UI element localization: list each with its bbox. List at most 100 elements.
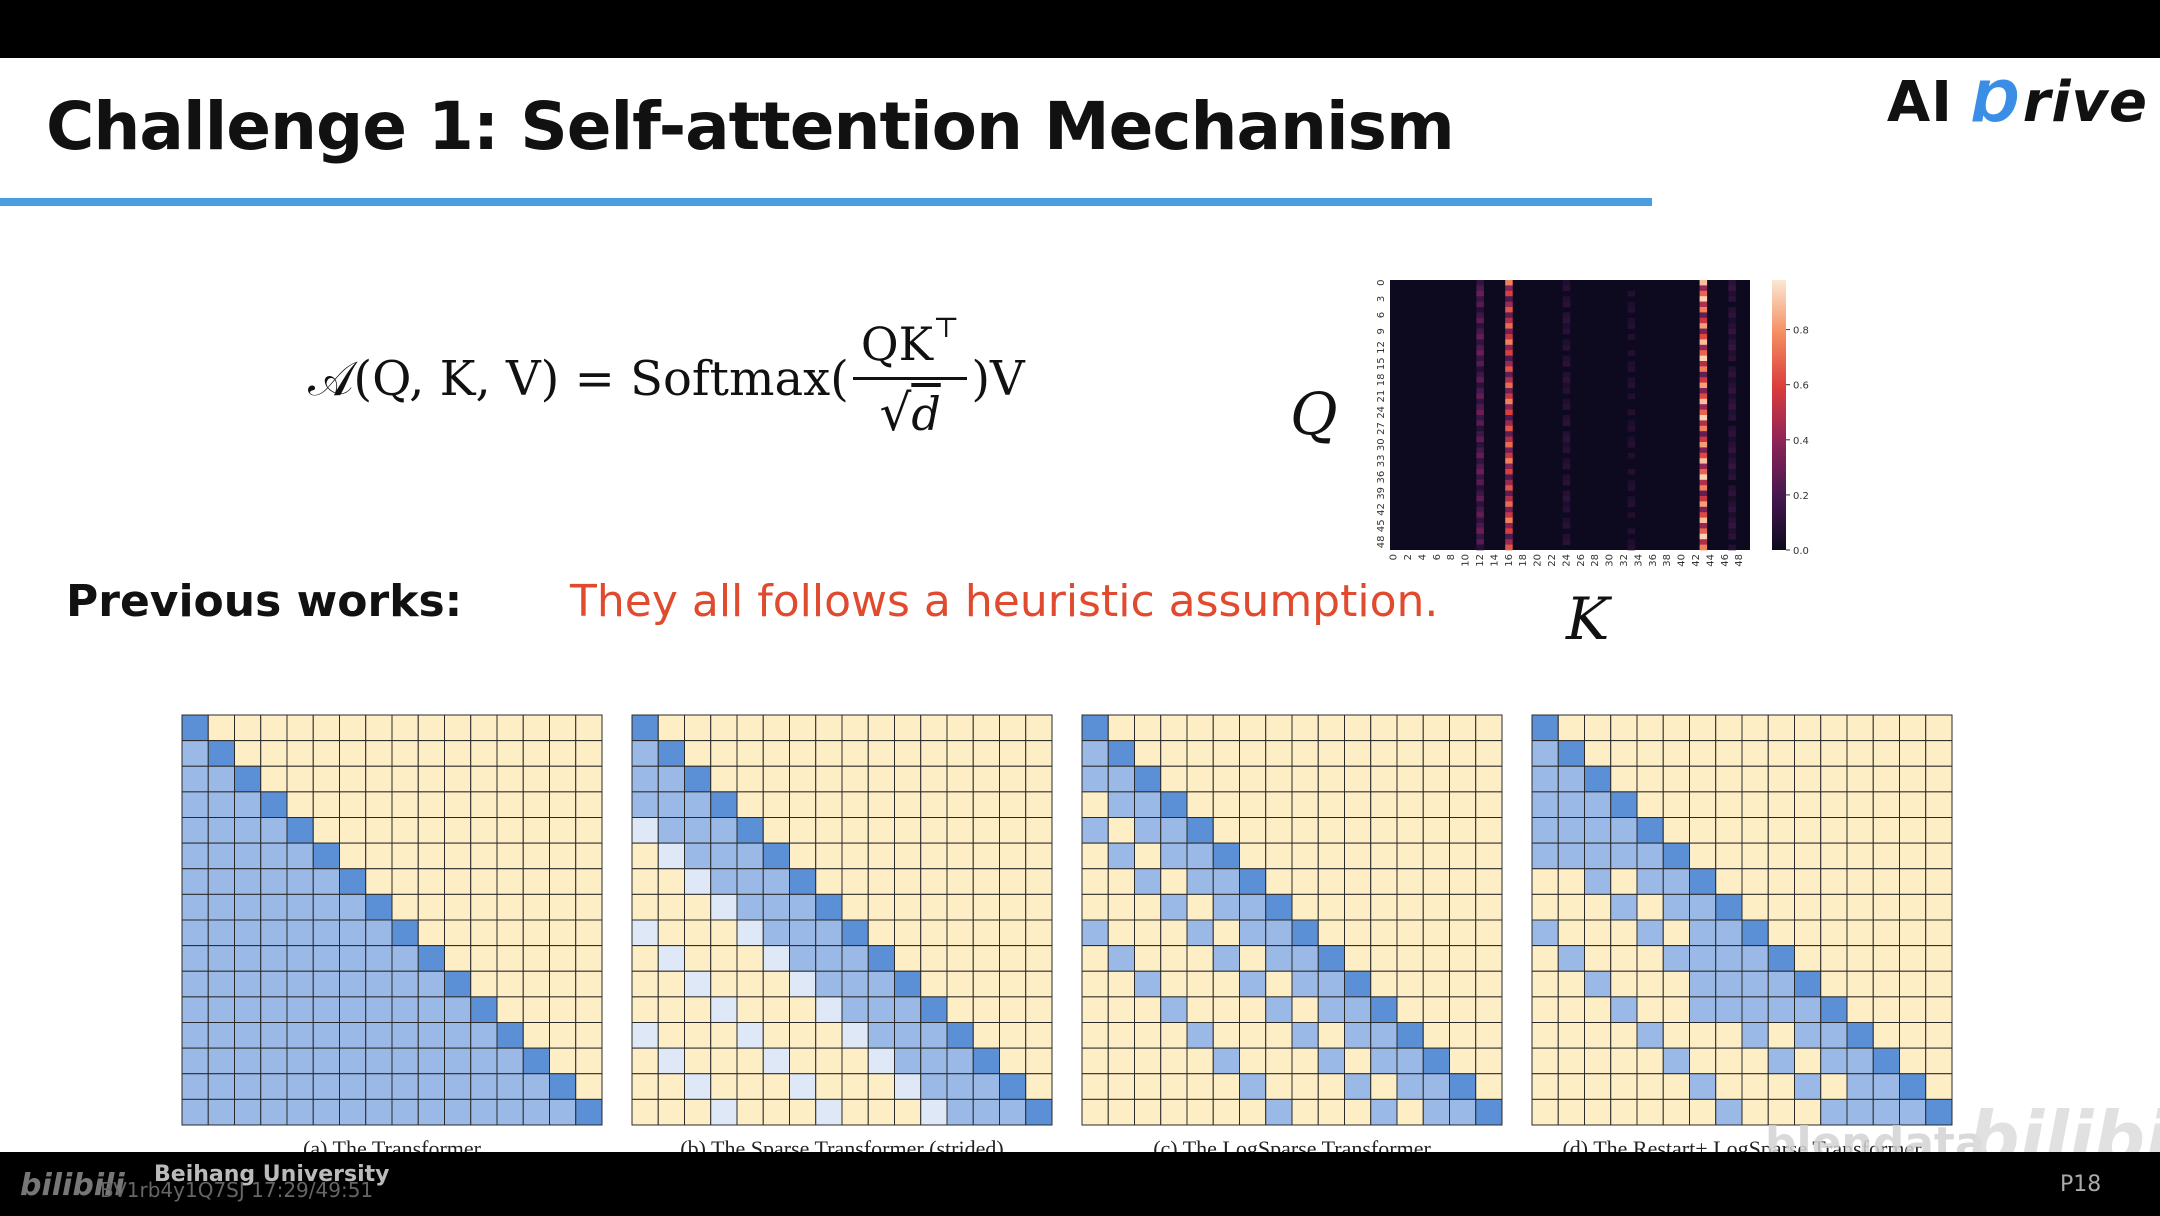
heatmap-cell [1476,290,1484,297]
attention-cell [575,919,603,947]
attention-cell [522,893,550,921]
attention-cell [312,1098,340,1126]
heatmap-cell [1476,398,1484,405]
attention-cell [657,970,685,998]
attention-cell [575,1022,603,1049]
attention-cell [444,817,472,844]
heatmap-cell [1505,415,1513,421]
attention-cell [1557,868,1585,895]
attention-cell [789,970,817,998]
attention-cell [312,817,340,844]
attention-cell [657,817,685,844]
attention-cell [1370,893,1398,921]
attention-cell [1239,919,1267,947]
heatmap-cell [1476,431,1484,437]
attention-cell [1846,1022,1874,1049]
attention-cell [841,791,869,818]
heatmap-cell [1505,528,1513,535]
attention-cell [999,1073,1027,1100]
attention-cell [1265,919,1293,947]
heatmap-cell [1505,285,1513,292]
attention-cell [1449,945,1477,972]
attention-cell [444,868,472,895]
attention-cell [1794,765,1822,793]
attention-cell [1872,791,1900,818]
attention-cell [417,945,445,972]
attention-cell [1741,1073,1769,1100]
attention-cell [1794,714,1822,742]
attention-cell [762,714,790,742]
attention-cell [312,1022,340,1049]
attention-cell [1715,868,1743,895]
heatmap-cell [1699,366,1708,373]
attention-cell [234,945,262,972]
attention-cell [789,893,817,921]
attention-cell [260,893,288,921]
heatmap-cell [1562,323,1571,329]
attention-cell [841,817,869,844]
attention-cell [496,893,524,921]
attention-cell [1715,1022,1743,1049]
attention-cell [789,791,817,818]
attention-cell [1186,868,1214,895]
attention-cell [1689,1098,1717,1126]
heatmap-cell [1728,436,1736,443]
attention-cell [1846,765,1874,793]
attention-cell [1767,1022,1795,1049]
heatmap-cell [1505,355,1513,362]
attention-cell [684,842,712,870]
attention-cell [1662,996,1690,1023]
heatmap-x-tick: 24 [1561,554,1572,567]
heatmap-cell [1505,290,1513,297]
heatmap-x-tick: 34 [1633,554,1644,567]
attention-cell [391,1047,419,1075]
attention-cell [444,1098,472,1126]
attention-cell [894,1073,922,1100]
attention-cell [1557,740,1585,767]
attention-cell [1662,919,1690,947]
attention-cell [1081,714,1109,742]
heatmap-x-tick: 38 [1662,554,1673,567]
attention-cell [946,945,974,972]
attention-cell [1186,1098,1214,1126]
attention-cell [1344,714,1372,742]
heatmap-cell [1728,334,1736,340]
attention-cell [391,765,419,793]
attention-cell [1265,1022,1293,1049]
attention-cell [736,919,764,947]
attention-cell [1107,842,1135,870]
heatmap-cell [1699,501,1708,508]
attention-cell [1422,1022,1450,1049]
attention-cell [1344,817,1372,844]
attention-cell [841,1047,869,1075]
heatmap-cell [1476,280,1484,286]
attention-cell [631,1047,659,1075]
heatmap-cell [1699,382,1708,389]
attention-cell [1107,868,1135,895]
attention-cell [339,817,367,844]
attention-cell [417,1098,445,1126]
attention-cell [1081,868,1109,895]
attention-cell [657,740,685,767]
heatmap-cell [1476,361,1484,367]
heatmap-cell [1699,393,1708,400]
attention-cell [657,868,685,895]
attention-cell [1820,714,1848,742]
attention-cell [496,842,524,870]
attention-cell [207,1073,235,1100]
attention-cell [1186,842,1214,870]
heatmap-cell [1476,339,1484,346]
attention-cell [1925,765,1953,793]
attention-cell [1422,1047,1450,1075]
attention-cell [1291,1022,1319,1049]
attention-cell [894,765,922,793]
heatmap-cell [1728,296,1736,302]
attention-cell [894,945,922,972]
attention-cell [549,945,577,972]
attention-cell [1081,765,1109,793]
attention-cell [339,893,367,921]
attention-cell [1134,970,1162,998]
attention-cell [1636,791,1664,818]
formula-denominator: √d [879,383,941,442]
attention-cell [684,945,712,972]
